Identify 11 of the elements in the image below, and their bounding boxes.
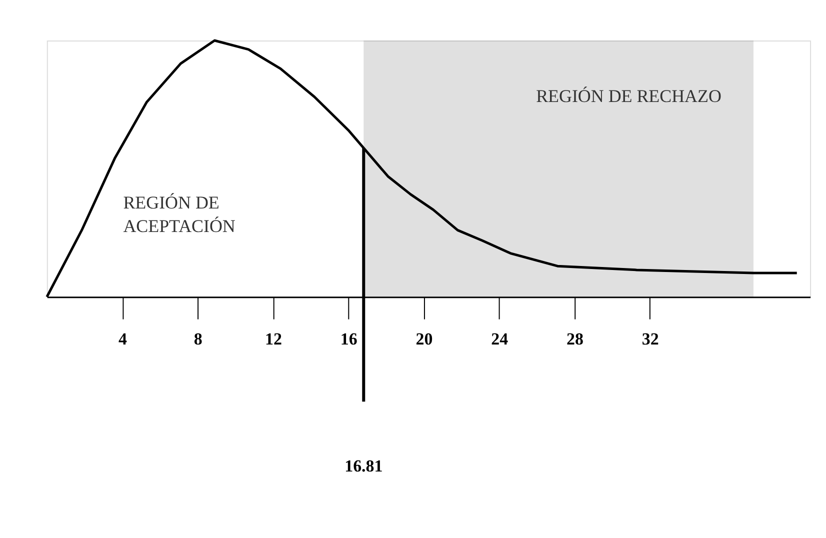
x-tick-label: 28: [566, 329, 584, 348]
x-tick-label: 20: [416, 329, 433, 348]
annotation: REGIÓN DE ACEPTACIÓN: [123, 192, 236, 236]
ref-line-label: 16.81: [344, 456, 383, 476]
x-tick-label: 12: [265, 329, 282, 348]
band-label: REGIÓN DE RECHAZO: [536, 86, 722, 106]
x-tick-label: 16: [340, 329, 358, 348]
x-tick-label: 24: [491, 329, 509, 348]
x-tick-label: 4: [118, 329, 128, 348]
x-tick-label: 8: [194, 329, 202, 348]
x-tick-label: 32: [642, 329, 659, 348]
